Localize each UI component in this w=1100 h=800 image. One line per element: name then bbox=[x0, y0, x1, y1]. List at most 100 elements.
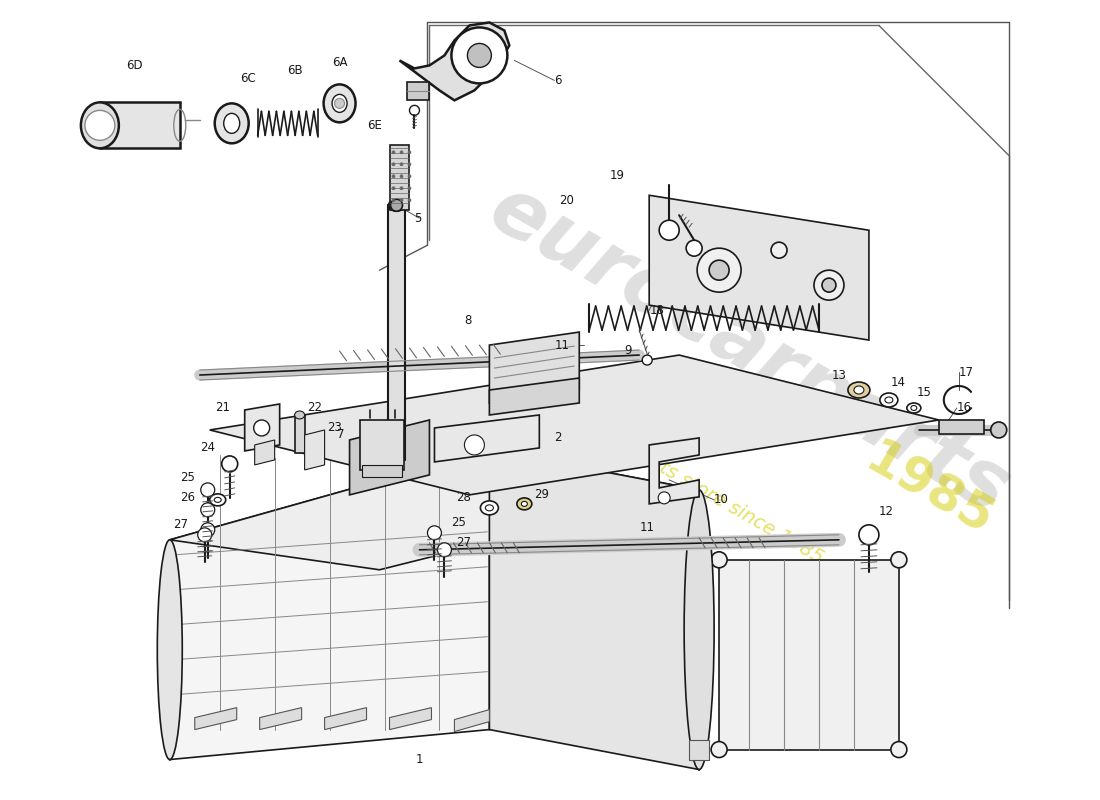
Text: 6B: 6B bbox=[287, 64, 303, 77]
Circle shape bbox=[814, 270, 844, 300]
Text: 7: 7 bbox=[337, 429, 344, 442]
Ellipse shape bbox=[848, 382, 870, 398]
Ellipse shape bbox=[911, 406, 917, 410]
Polygon shape bbox=[100, 102, 179, 148]
Text: 6: 6 bbox=[554, 74, 562, 87]
Bar bbox=[362, 465, 403, 477]
Ellipse shape bbox=[388, 199, 405, 211]
Ellipse shape bbox=[854, 386, 864, 394]
Polygon shape bbox=[399, 22, 509, 100]
Circle shape bbox=[85, 110, 114, 140]
Ellipse shape bbox=[485, 505, 494, 511]
Circle shape bbox=[408, 186, 411, 190]
Circle shape bbox=[822, 278, 836, 292]
Circle shape bbox=[198, 528, 211, 542]
Text: 24: 24 bbox=[200, 442, 214, 454]
Polygon shape bbox=[649, 195, 869, 340]
Ellipse shape bbox=[521, 502, 527, 506]
Text: 29: 29 bbox=[535, 488, 549, 502]
Polygon shape bbox=[210, 355, 938, 495]
Bar bbox=[360, 420, 405, 470]
Text: 15: 15 bbox=[917, 386, 932, 398]
Ellipse shape bbox=[323, 84, 355, 122]
Text: 11: 11 bbox=[554, 338, 570, 351]
Bar bbox=[387, 206, 406, 460]
Text: 2: 2 bbox=[554, 431, 562, 445]
Bar bbox=[295, 415, 305, 453]
Text: 25: 25 bbox=[451, 516, 466, 530]
Text: 19: 19 bbox=[609, 169, 624, 182]
Text: 23: 23 bbox=[328, 422, 342, 434]
Text: 9: 9 bbox=[624, 343, 631, 357]
Text: 12: 12 bbox=[879, 506, 894, 518]
Circle shape bbox=[451, 27, 507, 83]
Circle shape bbox=[392, 198, 395, 202]
Ellipse shape bbox=[906, 403, 921, 413]
Text: 1: 1 bbox=[416, 753, 424, 766]
Text: 6D: 6D bbox=[126, 59, 143, 72]
Polygon shape bbox=[260, 708, 301, 730]
Circle shape bbox=[710, 260, 729, 280]
Text: 8: 8 bbox=[464, 314, 472, 326]
Polygon shape bbox=[255, 440, 275, 465]
Circle shape bbox=[392, 162, 395, 166]
Text: 25: 25 bbox=[180, 471, 195, 485]
Ellipse shape bbox=[214, 103, 249, 143]
Circle shape bbox=[222, 456, 238, 472]
Ellipse shape bbox=[332, 94, 348, 112]
Circle shape bbox=[686, 240, 702, 256]
Text: 6C: 6C bbox=[240, 72, 255, 85]
Circle shape bbox=[390, 199, 403, 211]
Polygon shape bbox=[169, 450, 700, 570]
Polygon shape bbox=[407, 82, 429, 100]
Circle shape bbox=[658, 492, 670, 504]
Circle shape bbox=[697, 248, 741, 292]
Ellipse shape bbox=[481, 501, 498, 515]
Text: 11: 11 bbox=[639, 522, 654, 534]
Circle shape bbox=[409, 106, 419, 115]
Circle shape bbox=[711, 552, 727, 568]
Circle shape bbox=[392, 186, 395, 190]
Polygon shape bbox=[689, 739, 710, 759]
Bar bbox=[719, 560, 899, 750]
Text: 22: 22 bbox=[308, 402, 322, 414]
Circle shape bbox=[408, 198, 411, 202]
Circle shape bbox=[392, 151, 395, 154]
Circle shape bbox=[400, 162, 403, 166]
Text: a parts store since 1985: a parts store since 1985 bbox=[612, 433, 826, 567]
Polygon shape bbox=[169, 450, 490, 759]
Ellipse shape bbox=[880, 393, 898, 407]
Text: 1985: 1985 bbox=[857, 434, 1001, 546]
Circle shape bbox=[200, 523, 214, 537]
Polygon shape bbox=[490, 378, 580, 415]
Circle shape bbox=[659, 220, 679, 240]
Polygon shape bbox=[195, 708, 236, 730]
Circle shape bbox=[438, 543, 451, 557]
Ellipse shape bbox=[214, 498, 221, 502]
Polygon shape bbox=[305, 430, 324, 470]
Text: 6A: 6A bbox=[332, 56, 348, 69]
Circle shape bbox=[464, 435, 484, 455]
Text: 17: 17 bbox=[959, 366, 974, 378]
Polygon shape bbox=[244, 404, 279, 451]
Text: eurocarparts: eurocarparts bbox=[475, 170, 1023, 530]
Polygon shape bbox=[389, 146, 409, 210]
Circle shape bbox=[428, 526, 441, 540]
Text: 27: 27 bbox=[173, 518, 188, 531]
Circle shape bbox=[254, 420, 270, 436]
Text: 16: 16 bbox=[957, 402, 971, 414]
Circle shape bbox=[771, 242, 786, 258]
Ellipse shape bbox=[517, 498, 531, 510]
Text: 6E: 6E bbox=[367, 119, 383, 132]
Circle shape bbox=[400, 151, 403, 154]
Ellipse shape bbox=[295, 411, 305, 419]
Polygon shape bbox=[389, 708, 431, 730]
Circle shape bbox=[891, 552, 906, 568]
Circle shape bbox=[400, 198, 403, 202]
Text: 20: 20 bbox=[559, 194, 574, 206]
Circle shape bbox=[859, 525, 879, 545]
Circle shape bbox=[200, 483, 214, 497]
Text: 13: 13 bbox=[832, 369, 847, 382]
Circle shape bbox=[400, 174, 403, 178]
Circle shape bbox=[891, 742, 906, 758]
